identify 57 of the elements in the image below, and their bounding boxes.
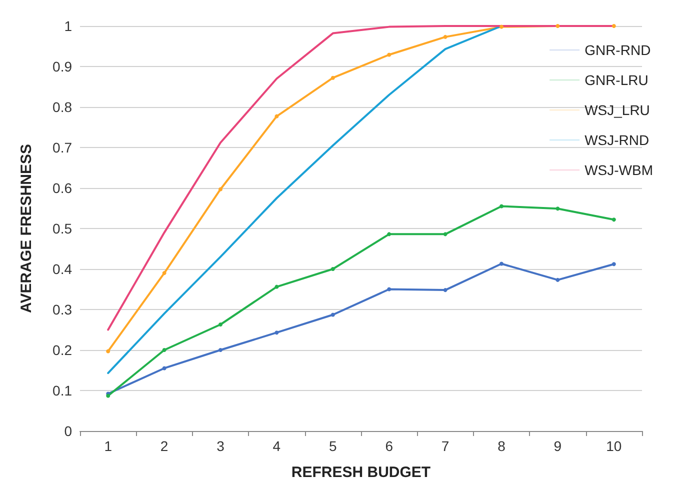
point bbox=[330, 76, 335, 80]
legend-label: WSJ-RND bbox=[584, 132, 650, 148]
point bbox=[387, 232, 392, 236]
line-series bbox=[107, 25, 502, 374]
point bbox=[556, 24, 560, 28]
x-axis-title: REFRESH BUDGET bbox=[291, 464, 431, 481]
x-tick-label: 9 bbox=[554, 438, 562, 454]
point bbox=[556, 278, 560, 282]
point bbox=[330, 267, 335, 271]
legend-label: WSJ_LRU bbox=[584, 102, 650, 118]
legend-label: GNR-RND bbox=[584, 42, 651, 58]
point bbox=[443, 232, 448, 236]
point bbox=[218, 187, 222, 192]
point bbox=[500, 24, 504, 29]
point bbox=[612, 218, 616, 222]
point bbox=[274, 284, 279, 289]
point bbox=[274, 330, 279, 335]
point bbox=[387, 52, 392, 57]
y-tick-label: 0.1 bbox=[52, 382, 72, 398]
x-tick-label: 10 bbox=[606, 438, 622, 454]
x-tick-label: 6 bbox=[385, 438, 394, 454]
point bbox=[162, 271, 166, 276]
legend-label: WSJ-WBM bbox=[584, 162, 654, 178]
point bbox=[500, 204, 504, 208]
point bbox=[218, 322, 222, 326]
x-tick-label: 3 bbox=[216, 438, 225, 454]
point bbox=[443, 34, 448, 39]
y-tick-label: 0.8 bbox=[52, 99, 72, 115]
point bbox=[162, 366, 166, 370]
x-tick-label: 2 bbox=[160, 438, 168, 454]
point bbox=[556, 206, 560, 211]
point bbox=[330, 312, 335, 317]
y-axis-title: AVERAGE FRESHNESS bbox=[18, 144, 35, 313]
y-tick-label: 0 bbox=[64, 423, 72, 439]
y-tick-label: 1 bbox=[64, 18, 72, 34]
x-tick-label: 4 bbox=[272, 438, 281, 454]
point bbox=[387, 287, 392, 292]
y-tick-label: 0.5 bbox=[52, 220, 72, 236]
point bbox=[612, 24, 616, 28]
point bbox=[500, 262, 504, 266]
y-tick-label: 0.9 bbox=[52, 58, 72, 74]
point bbox=[218, 348, 222, 352]
y-tick-label: 0.7 bbox=[52, 140, 72, 156]
x-tick-label: 1 bbox=[104, 438, 112, 454]
y-tick-label: 0.2 bbox=[52, 342, 72, 358]
point bbox=[162, 348, 166, 352]
point bbox=[106, 349, 110, 354]
y-tick-label: 0.4 bbox=[52, 261, 72, 277]
x-tick-label: 7 bbox=[441, 438, 450, 454]
x-tick-label: 5 bbox=[329, 438, 337, 454]
legend-label: GNR-LRU bbox=[584, 72, 648, 88]
point bbox=[274, 114, 279, 118]
x-tick-label: 8 bbox=[498, 438, 506, 454]
y-tick-label: 0.3 bbox=[52, 302, 72, 318]
point bbox=[443, 288, 448, 292]
y-tick-label: 0.6 bbox=[52, 180, 72, 196]
point bbox=[612, 262, 616, 266]
